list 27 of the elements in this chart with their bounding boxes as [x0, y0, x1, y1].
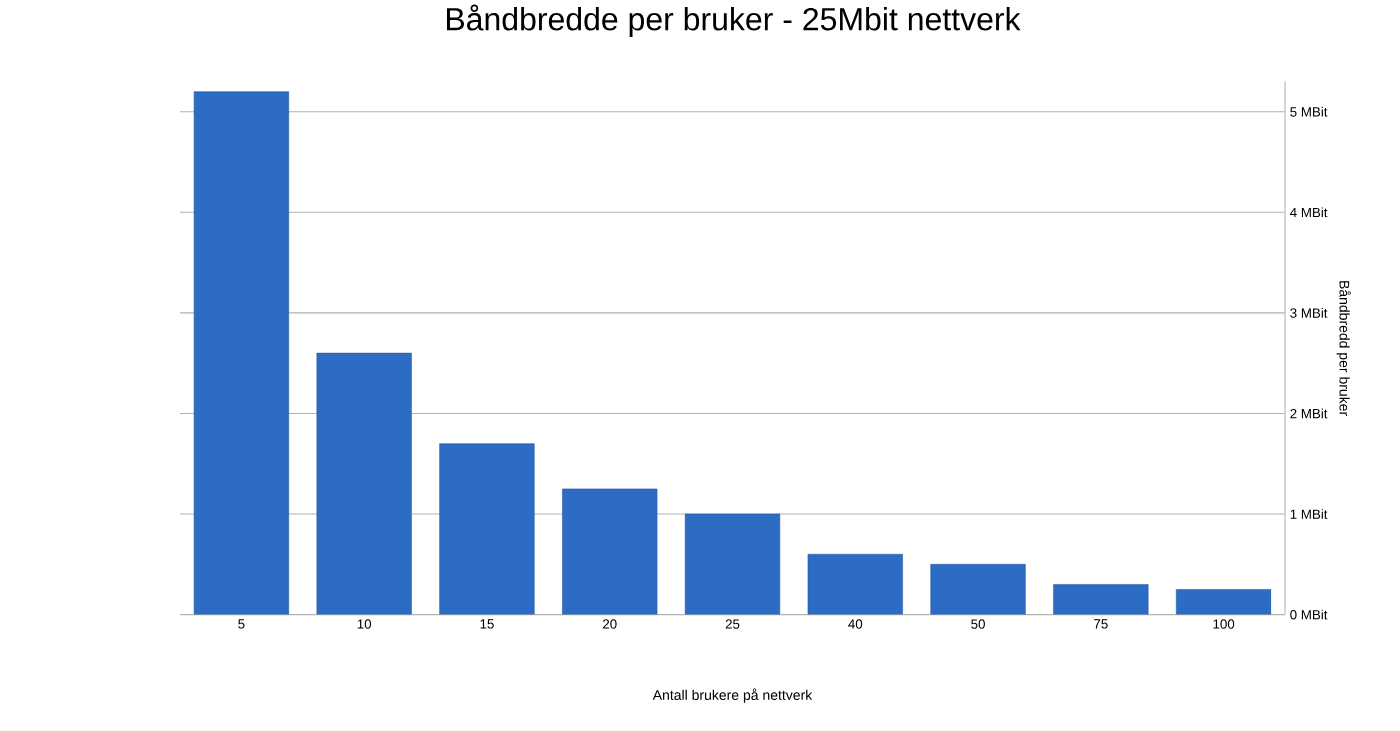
- x-tick-label: 75: [1094, 619, 1108, 629]
- y-tick-label: 1 MBit: [1290, 509, 1328, 520]
- y-axis-title: Båndbredd per bruker: [1336, 281, 1351, 417]
- bar: [316, 353, 412, 615]
- bar: [685, 514, 780, 615]
- y-tick-label: 4 MBit: [1290, 207, 1328, 218]
- chart-title: Båndbredde per bruker - 25Mbit nettverk: [446, 4, 1021, 38]
- x-axis-title: Antall brukere på nettverk: [652, 688, 813, 703]
- x-tick-label: 100: [1213, 619, 1235, 629]
- y-tick-label: 0 MBit: [1290, 609, 1328, 620]
- bar: [1176, 589, 1272, 615]
- x-tick-label: 20: [602, 619, 617, 629]
- bar: [930, 564, 1026, 615]
- x-tick-label: 10: [357, 619, 372, 629]
- x-tick-label: 25: [725, 619, 740, 629]
- bar: [562, 489, 658, 615]
- bar: [194, 91, 289, 615]
- y-tick-label: 3 MBit: [1290, 308, 1328, 318]
- x-tick-label: 15: [480, 619, 494, 629]
- x-tick-label: 5: [238, 619, 245, 629]
- bar: [1053, 584, 1149, 615]
- bar: [439, 443, 535, 615]
- bar: [807, 554, 903, 615]
- y-tick-label: 5 MBit: [1290, 107, 1328, 117]
- x-tick-label: 50: [971, 619, 985, 629]
- y-tick-label: 2 MBit: [1290, 408, 1328, 419]
- x-tick-label: 40: [848, 619, 863, 629]
